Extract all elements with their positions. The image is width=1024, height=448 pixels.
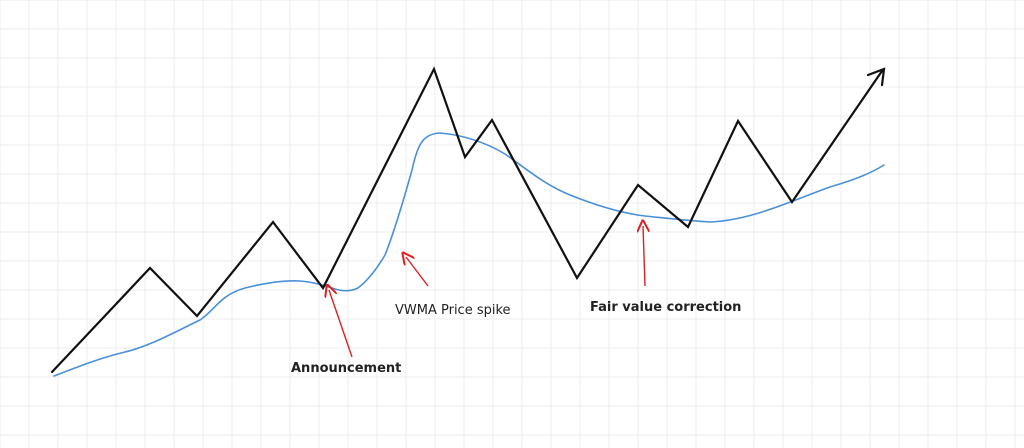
fair-value-arrow bbox=[643, 226, 645, 287]
vwma-spike-label: VWMA Price spike bbox=[395, 303, 511, 318]
price-arrowhead bbox=[866, 67, 886, 87]
vwma-spike-arrow bbox=[406, 257, 429, 287]
fair-value-label: Fair value correction bbox=[590, 300, 741, 315]
price-line bbox=[50, 66, 884, 374]
announcement-arrow bbox=[329, 290, 353, 358]
announcement-label: Announcement bbox=[291, 361, 401, 376]
vwma-line bbox=[53, 132, 885, 377]
